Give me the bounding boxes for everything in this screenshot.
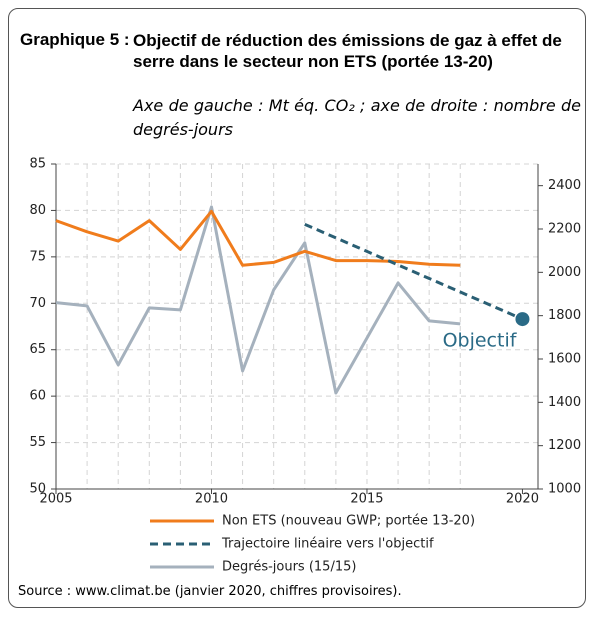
source: Source : www.climat.be (janvier 2020, ch… — [18, 584, 402, 599]
y2-tick-label: 1200 — [548, 438, 581, 453]
y-tick-label: 60 — [29, 389, 46, 404]
y-tick-label: 75 — [29, 249, 46, 264]
y2-tick-label: 1800 — [548, 308, 581, 323]
legend-label: Trajectoire linéaire vers l'objectif — [221, 537, 434, 552]
y-tick-label: 85 — [29, 157, 46, 172]
y2-tick-label: 1400 — [548, 395, 581, 410]
subtitle: Axe de gauche : Mt éq. CO₂ ; axe de droi… — [133, 96, 581, 139]
objective-dot — [515, 312, 530, 327]
x-tick-label: 2020 — [506, 492, 539, 507]
y2-tick-label: 1600 — [548, 352, 581, 367]
x-tick-label: 2010 — [195, 492, 228, 507]
title-label: Graphique 5 : — [20, 30, 130, 49]
frame — [8, 8, 586, 608]
annotation: Objectif — [443, 330, 518, 352]
y-tick-label: 70 — [29, 296, 46, 311]
y2-tick-label: 2400 — [548, 178, 581, 193]
y-tick-label: 50 — [29, 482, 46, 497]
y-tick-label: 55 — [29, 435, 46, 450]
y-tick-label: 80 — [29, 203, 46, 218]
y2-tick-label: 2200 — [548, 222, 581, 237]
series-line — [55, 205, 461, 395]
legend-label: Non ETS (nouveau GWP; portée 13-20) — [222, 514, 475, 529]
legend-label: Degrés-jours (15/15) — [222, 560, 356, 575]
x-tick-label: 2005 — [39, 492, 72, 507]
y2-tick-label: 1000 — [548, 482, 581, 497]
series-line — [304, 222, 524, 321]
y2-tick-label: 2000 — [548, 265, 581, 280]
y-tick-label: 65 — [29, 342, 46, 357]
x-tick-label: 2015 — [350, 492, 383, 507]
chart-title: Objectif de réduction des émissions de g… — [133, 31, 562, 71]
